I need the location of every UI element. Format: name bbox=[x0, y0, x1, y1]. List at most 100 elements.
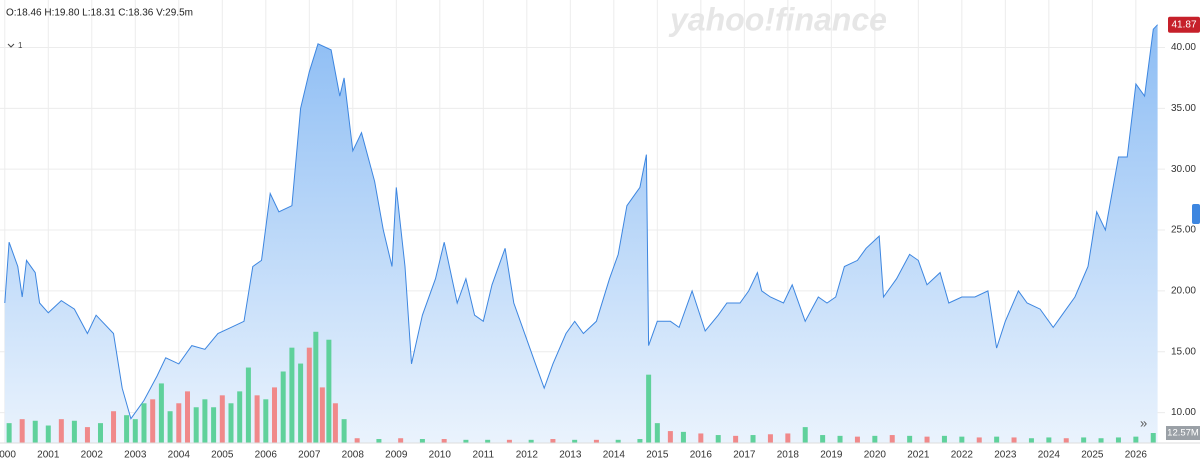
x-tick-label: 2026 bbox=[1125, 450, 1148, 461]
volume-bar bbox=[680, 431, 686, 443]
volume-bar bbox=[306, 347, 312, 443]
x-tick-label: 2020 bbox=[864, 450, 887, 461]
volume-bar bbox=[298, 363, 304, 443]
volume-bar bbox=[785, 433, 791, 443]
volume-bar bbox=[280, 371, 286, 443]
x-tick-label: 2006 bbox=[255, 450, 278, 461]
y-tick-label: 10.00 bbox=[1171, 407, 1196, 418]
y-tick-label: 35.00 bbox=[1171, 103, 1196, 114]
volume-bar bbox=[45, 425, 51, 443]
last-price-label: 41.87 bbox=[1171, 19, 1196, 30]
x-tick-label: 2023 bbox=[994, 450, 1017, 461]
last-volume-label: 12.57M bbox=[1167, 428, 1199, 439]
volume-bar bbox=[289, 347, 295, 443]
volume-bar bbox=[398, 438, 404, 443]
last-price-tag bbox=[1168, 16, 1200, 33]
volume-bar bbox=[615, 439, 621, 443]
volume-bar bbox=[354, 438, 360, 443]
x-tick-label: 2015 bbox=[646, 450, 669, 461]
volume-bar bbox=[71, 420, 77, 443]
expand-button[interactable]: » bbox=[1140, 415, 1147, 430]
volume-bar bbox=[667, 431, 673, 443]
volume-bar bbox=[97, 423, 103, 443]
price-line bbox=[4, 24, 1158, 420]
x-tick-label: 2003 bbox=[124, 450, 147, 461]
y-tick-label: 40.00 bbox=[1171, 42, 1196, 53]
x-tick-label: 2004 bbox=[168, 450, 191, 461]
ohlc-readout: O:18.46 H:19.80 L:18.31 C:18.36 V:29.5m bbox=[6, 8, 193, 19]
interval-label: 1 bbox=[18, 41, 23, 50]
x-tick-label: 2002 bbox=[81, 450, 104, 461]
volume-bar bbox=[332, 403, 338, 443]
volume-bar bbox=[263, 399, 269, 443]
volume-bar bbox=[837, 435, 843, 443]
volume-bar bbox=[32, 420, 38, 443]
volume-bar bbox=[637, 439, 643, 443]
volume-bar bbox=[802, 427, 808, 443]
volume-bar bbox=[506, 439, 512, 443]
volume-bar bbox=[941, 435, 947, 443]
volume-bar bbox=[419, 439, 425, 443]
volume-bar bbox=[698, 433, 704, 443]
volume-bar bbox=[485, 439, 491, 443]
volume-bar bbox=[733, 435, 739, 443]
volume-bar bbox=[528, 439, 534, 443]
volume-bar bbox=[219, 395, 225, 443]
volume-bar bbox=[141, 403, 147, 443]
side-tab[interactable] bbox=[1192, 204, 1200, 224]
volume-bar bbox=[184, 391, 190, 443]
volume-bar bbox=[820, 435, 826, 443]
volume-bar bbox=[715, 435, 721, 443]
x-tick-label: 2008 bbox=[342, 450, 365, 461]
y-tick-label: 20.00 bbox=[1171, 286, 1196, 297]
volume-bar bbox=[441, 439, 447, 443]
volume-bar bbox=[872, 435, 878, 443]
x-tick-label: 2010 bbox=[429, 450, 452, 461]
x-tick-label: 2013 bbox=[559, 450, 582, 461]
volume-bar bbox=[158, 383, 164, 443]
x-tick-label: 2009 bbox=[385, 450, 408, 461]
interval-caret[interactable] bbox=[7, 43, 15, 48]
volume-bar bbox=[1133, 436, 1139, 443]
volume-bar bbox=[193, 407, 199, 443]
volume-bar bbox=[1081, 437, 1087, 443]
volume-bar bbox=[245, 367, 251, 443]
volume-bar bbox=[237, 391, 243, 443]
y-tick-label: 15.00 bbox=[1171, 346, 1196, 357]
volume-bar bbox=[167, 411, 173, 443]
volume-bar bbox=[319, 387, 325, 443]
x-tick-label: 2025 bbox=[1081, 450, 1104, 461]
volume-bar bbox=[750, 435, 756, 443]
volume-bar bbox=[593, 439, 599, 443]
volume-bar bbox=[19, 419, 25, 443]
x-tick-label: 2021 bbox=[907, 450, 930, 461]
y-tick-label: 30.00 bbox=[1171, 164, 1196, 175]
x-tick-label: 2017 bbox=[733, 450, 756, 461]
volume-bar bbox=[889, 435, 895, 443]
volume-bar bbox=[58, 419, 64, 443]
x-tick-label: 2024 bbox=[1038, 450, 1061, 461]
watermark: yahoo!finance bbox=[668, 1, 887, 37]
volume-bar bbox=[854, 436, 860, 443]
volume-bar bbox=[176, 403, 182, 443]
volume-bar bbox=[211, 407, 217, 443]
volume-bar bbox=[84, 427, 90, 443]
x-tick-label: 2019 bbox=[820, 450, 843, 461]
volume-bar bbox=[1150, 433, 1156, 443]
volume-bar bbox=[767, 434, 773, 443]
x-tick-label: 2005 bbox=[211, 450, 234, 461]
volume-bar bbox=[994, 436, 1000, 443]
volume-bar bbox=[341, 419, 347, 443]
y-tick-label: 25.00 bbox=[1171, 225, 1196, 236]
volume-bar bbox=[124, 415, 130, 443]
x-tick-label: 2011 bbox=[473, 450, 495, 461]
x-tick-label: 2018 bbox=[777, 450, 800, 461]
x-tick-label: 2007 bbox=[298, 450, 321, 461]
volume-bar bbox=[1046, 437, 1052, 443]
volume-bar bbox=[646, 374, 652, 443]
volume-bar bbox=[959, 436, 965, 443]
volume-bar bbox=[1011, 437, 1017, 443]
volume-bar bbox=[132, 419, 138, 443]
volume-bar bbox=[228, 403, 234, 443]
